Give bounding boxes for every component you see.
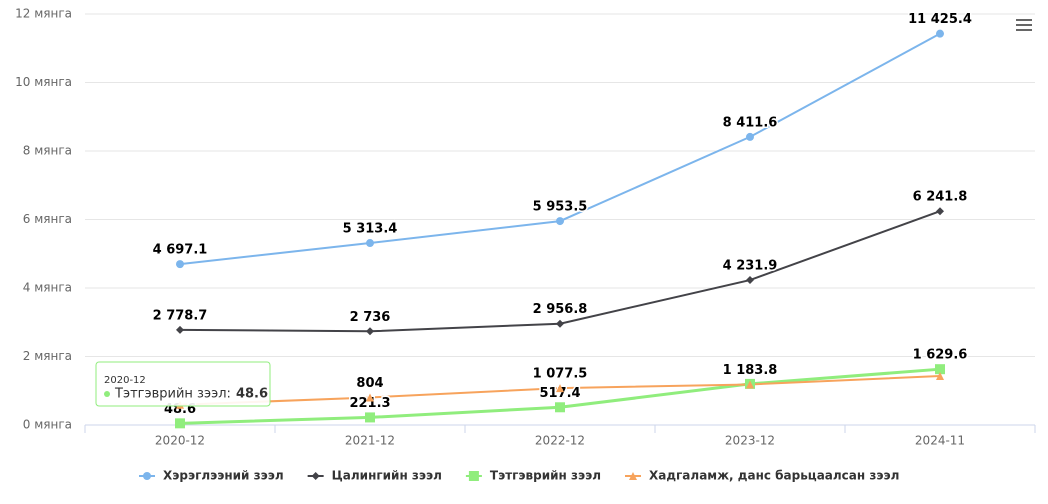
series-line <box>179 32 941 266</box>
data-label: 517.4 <box>539 386 580 401</box>
x-tick-label: 2021-12 <box>345 434 395 448</box>
y-tick-label: 2 мянга <box>23 349 72 363</box>
menu-bar <box>1016 19 1032 21</box>
data-label: 11 425.4 <box>908 12 972 27</box>
data-label: 2 956.8 <box>533 302 588 317</box>
data-label: 5 953.5 <box>533 200 588 215</box>
marker <box>556 384 564 393</box>
x-tick-label: 2024-11 <box>915 434 965 448</box>
data-label: 5 313.4 <box>343 222 398 237</box>
marker <box>365 412 375 423</box>
legend-item[interactable]: Хэрэглээний зээл <box>139 469 284 483</box>
data-label: 221.3 <box>349 396 390 411</box>
x-tick-label: 2023-12 <box>725 434 775 448</box>
x-tick-label: 2022-12 <box>535 434 585 448</box>
marker <box>935 364 945 375</box>
menu-bar <box>1016 24 1032 26</box>
marker <box>746 380 754 389</box>
legend-label: Хадгаламж, данс барьцаалсан зээл <box>649 469 899 483</box>
menu-button[interactable] <box>1016 19 1032 31</box>
data-label: 1 183.8 <box>723 363 778 378</box>
data-label: 8 411.6 <box>723 115 778 130</box>
data-label: 804 <box>356 376 383 391</box>
y-tick-label: 8 мянга <box>23 144 72 158</box>
marker <box>746 276 754 285</box>
marker <box>366 239 374 248</box>
legend-item[interactable]: Цалингийн зээл <box>307 469 442 483</box>
marker <box>936 29 944 38</box>
marker <box>176 260 184 269</box>
marker <box>936 372 944 381</box>
y-tick-label: 6 мянга <box>23 212 72 226</box>
y-tick-label: 0 мянга <box>23 418 72 432</box>
legend-item[interactable]: Хадгаламж, данс барьцаалсан зээл <box>625 469 899 483</box>
tooltip-box <box>95 361 271 407</box>
data-label: 2 778.7 <box>153 308 208 323</box>
y-tick-label: 4 мянга <box>23 281 72 295</box>
legend: Хэрэглээний зээл Цалингийн зээл Тэтгэврийн… <box>139 469 899 483</box>
marker <box>556 217 564 226</box>
data-label: 1 077.5 <box>533 367 588 382</box>
y-tick-label: 12 мянга <box>15 7 72 21</box>
data-label: 4 231.9 <box>723 259 778 274</box>
marker <box>176 325 184 334</box>
legend-label: Хэрэглээний зээл <box>163 469 284 483</box>
data-label: 1 629.6 <box>913 348 968 363</box>
legend-item[interactable]: Тэтгэврийн зээл <box>465 469 601 483</box>
marker <box>366 327 374 336</box>
tooltip-label: Тэтгэврийн зээл: <box>114 387 231 402</box>
x-tick-label: 2020-12 <box>155 434 205 448</box>
marker <box>311 472 320 480</box>
data-label: 4 697.1 <box>153 243 208 258</box>
data-label: 2 736 <box>350 310 391 325</box>
marker <box>936 207 944 216</box>
marker <box>366 393 374 402</box>
marker <box>629 472 637 480</box>
tooltip-dot <box>104 391 110 397</box>
data-label: 6 241.8 <box>913 190 968 205</box>
tooltip-title: 2020-12 <box>104 375 146 386</box>
marker <box>468 471 479 481</box>
y-tick-label: 10 мянга <box>15 75 72 89</box>
marker <box>555 402 565 413</box>
legend-label: Цалингийн зээл <box>332 469 442 483</box>
marker <box>175 418 185 429</box>
legend-label: Тэтгэврийн зээл <box>490 469 601 483</box>
tooltip-value: 48.6 <box>236 387 268 402</box>
marker <box>746 132 754 141</box>
marker <box>556 319 564 328</box>
marker <box>143 472 151 480</box>
menu-bar <box>1016 29 1032 31</box>
